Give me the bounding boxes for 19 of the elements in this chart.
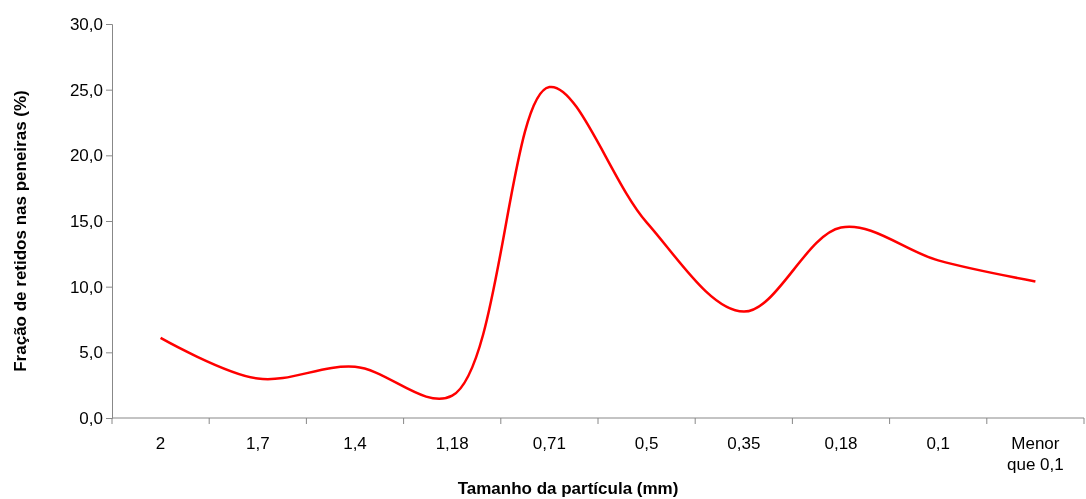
x-tick-label: 0,71: [532, 434, 566, 453]
x-tick-label: 0,18: [824, 434, 858, 453]
x-tick-label: Menor que 0,1: [1007, 434, 1064, 474]
x-tick-label: 1,4: [343, 434, 367, 453]
x-tick-label: 0,1: [926, 434, 951, 453]
y-tick-label: 15,0: [69, 211, 103, 231]
y-tick-label: 25,0: [69, 80, 103, 100]
y-tick-label: 10,0: [69, 277, 103, 297]
x-tick-label: 1,18: [435, 434, 469, 453]
y-tick-label: 5,0: [79, 343, 103, 363]
x-tick-label: 0,35: [727, 434, 761, 453]
y-tick-label: 20,0: [69, 146, 103, 166]
x-axis-title: Tamanho da partícula (mm): [457, 479, 679, 498]
y-axis-title: Fração de retidos nas peneiras (%): [11, 90, 30, 372]
y-tick-label: 0,0: [79, 408, 103, 428]
x-tick-label: 1,7: [245, 434, 270, 453]
y-tick-label: 30,0: [69, 14, 103, 34]
x-tick-label: 2: [155, 434, 166, 453]
x-tick-label: 0,5: [634, 434, 659, 453]
